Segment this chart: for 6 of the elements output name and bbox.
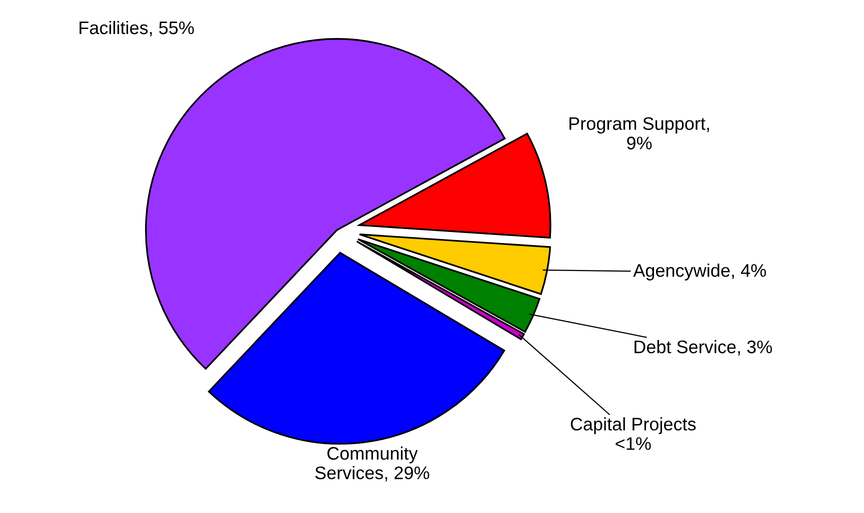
slice-label: Facilities, 55% — [80, 20, 194, 36]
slice-label: Community Services, 29% — [315, 446, 430, 482]
slice-label: Agencywide, 4% — [633, 264, 766, 280]
slice-label: Debt Service, 3% — [634, 340, 772, 356]
slice-label: Program Support, 9% — [570, 117, 709, 150]
slice-label: Capital Projects <1% — [570, 417, 696, 450]
